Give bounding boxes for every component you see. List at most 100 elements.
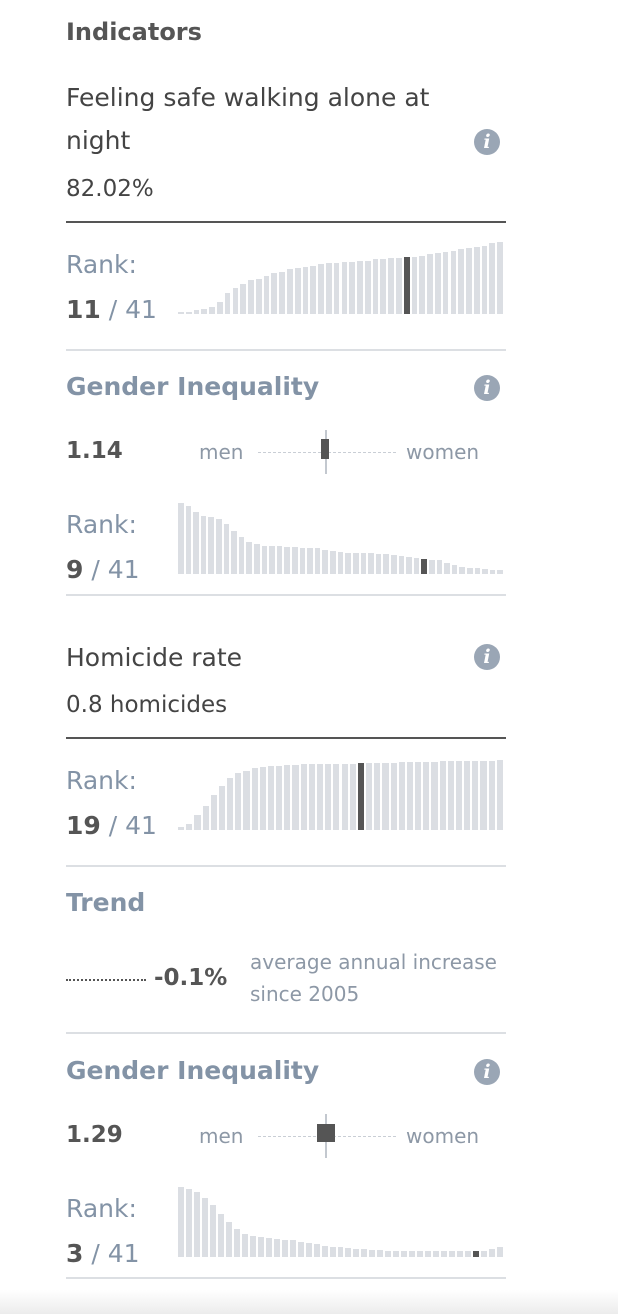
rank-bar — [241, 1233, 248, 1257]
trend-line — [66, 979, 146, 981]
rank-bar — [337, 1247, 344, 1257]
rank-bar — [225, 1222, 232, 1257]
rank-bar — [193, 310, 200, 314]
rank-bar — [409, 1251, 416, 1257]
women-label: women — [406, 1124, 480, 1148]
rank-bar — [259, 767, 266, 830]
rank-bar-highlight — [403, 256, 410, 314]
trend-title: Trend — [66, 888, 146, 917]
men-label: men — [199, 440, 244, 464]
rank-bar — [345, 1247, 352, 1257]
info-icon[interactable]: i — [474, 129, 500, 155]
gender-inequality-value: 1.29 — [66, 1122, 123, 1148]
rank-bar — [269, 545, 275, 574]
rank-bar-highlight — [357, 762, 365, 830]
info-icon[interactable]: i — [474, 644, 500, 670]
rank-bar — [178, 1187, 184, 1257]
rank-bar — [227, 777, 234, 830]
rank-bar — [254, 544, 260, 574]
gender-marker — [317, 1124, 336, 1142]
rank-bar — [299, 547, 306, 574]
rank-bar — [433, 1251, 440, 1257]
rank-bar — [240, 284, 247, 314]
rank-bar — [472, 760, 479, 830]
rank-bar-chart — [178, 760, 505, 830]
rank-bar — [353, 1248, 360, 1257]
rank-bar — [450, 250, 457, 314]
rank-bar — [216, 519, 222, 574]
info-icon[interactable]: i — [474, 375, 500, 401]
rank-bar — [459, 566, 465, 574]
rank-bar — [318, 264, 324, 314]
rank-bar — [235, 772, 242, 830]
rank-bar — [361, 1249, 368, 1257]
gender-inequality-title: Gender Inequality — [66, 372, 320, 401]
rank-bar — [281, 1239, 288, 1257]
rank-bar — [314, 548, 321, 574]
rank-bar — [210, 795, 217, 830]
rank-bar — [428, 559, 435, 574]
rank-bar — [398, 555, 405, 574]
rank-bar — [497, 1247, 503, 1257]
rank-bar — [489, 1248, 496, 1257]
rank-bar — [374, 762, 381, 830]
rank-bar — [345, 552, 351, 574]
rank-bar — [441, 1251, 448, 1257]
rank-bar — [329, 1246, 336, 1257]
rank-bar — [372, 259, 379, 314]
rank-total: 41 — [125, 295, 157, 324]
rank-bar — [330, 551, 336, 574]
divider — [66, 737, 506, 739]
rank-bar — [325, 263, 332, 314]
rank-bar — [208, 517, 214, 574]
rank-bar — [425, 1251, 432, 1257]
rank-bar — [284, 764, 291, 830]
rank-bar — [466, 567, 473, 574]
rank-bar — [287, 269, 293, 314]
rank-bar — [243, 770, 250, 830]
trend-description: average annual increase since 2005 — [250, 950, 497, 1006]
rank-bar — [249, 1236, 256, 1257]
rank-bar — [385, 1250, 392, 1257]
rank-bar — [497, 569, 503, 574]
rank-bar — [178, 311, 184, 314]
rank-bar — [178, 503, 184, 574]
rank-total: 41 — [125, 811, 157, 840]
rank-bar — [224, 292, 231, 314]
indicator-value: 82.02% — [66, 176, 154, 202]
rank-bar — [263, 275, 270, 314]
rank-bar — [368, 553, 374, 574]
rank-bar — [231, 531, 237, 574]
rank-bar — [313, 1244, 320, 1257]
divider — [66, 1032, 506, 1034]
rank-position: 11 — [66, 295, 101, 324]
rank-bar — [406, 556, 412, 574]
rank-total: 41 — [107, 1239, 140, 1268]
rank-bar — [388, 258, 394, 314]
indicator-title: Homicide rate — [66, 643, 243, 672]
rank-bar — [427, 254, 433, 314]
rank-total: 41 — [107, 555, 140, 584]
rank-bar — [302, 266, 309, 314]
rank-bar — [369, 1250, 376, 1257]
rank-bar — [375, 554, 382, 574]
rank-bar-highlight — [473, 1251, 480, 1257]
rank-bar — [273, 1238, 280, 1257]
rank-bar — [257, 1237, 264, 1257]
rank-bar — [232, 287, 239, 314]
rank-bar — [398, 762, 405, 830]
rank-bar — [292, 764, 299, 830]
rank-bar — [480, 760, 487, 830]
rank-position: 3 — [66, 1239, 84, 1268]
rank-bar — [341, 261, 348, 314]
rank-bar — [209, 1204, 216, 1257]
info-icon[interactable]: i — [474, 1059, 500, 1085]
rank-bar — [489, 243, 496, 314]
rank-bar — [366, 762, 373, 830]
rank-bar — [380, 259, 387, 314]
rank-bar — [178, 826, 185, 830]
rank-bar — [248, 280, 254, 314]
rank-bar — [413, 558, 420, 574]
rank-bar — [466, 248, 472, 314]
rank-bar — [439, 761, 446, 830]
